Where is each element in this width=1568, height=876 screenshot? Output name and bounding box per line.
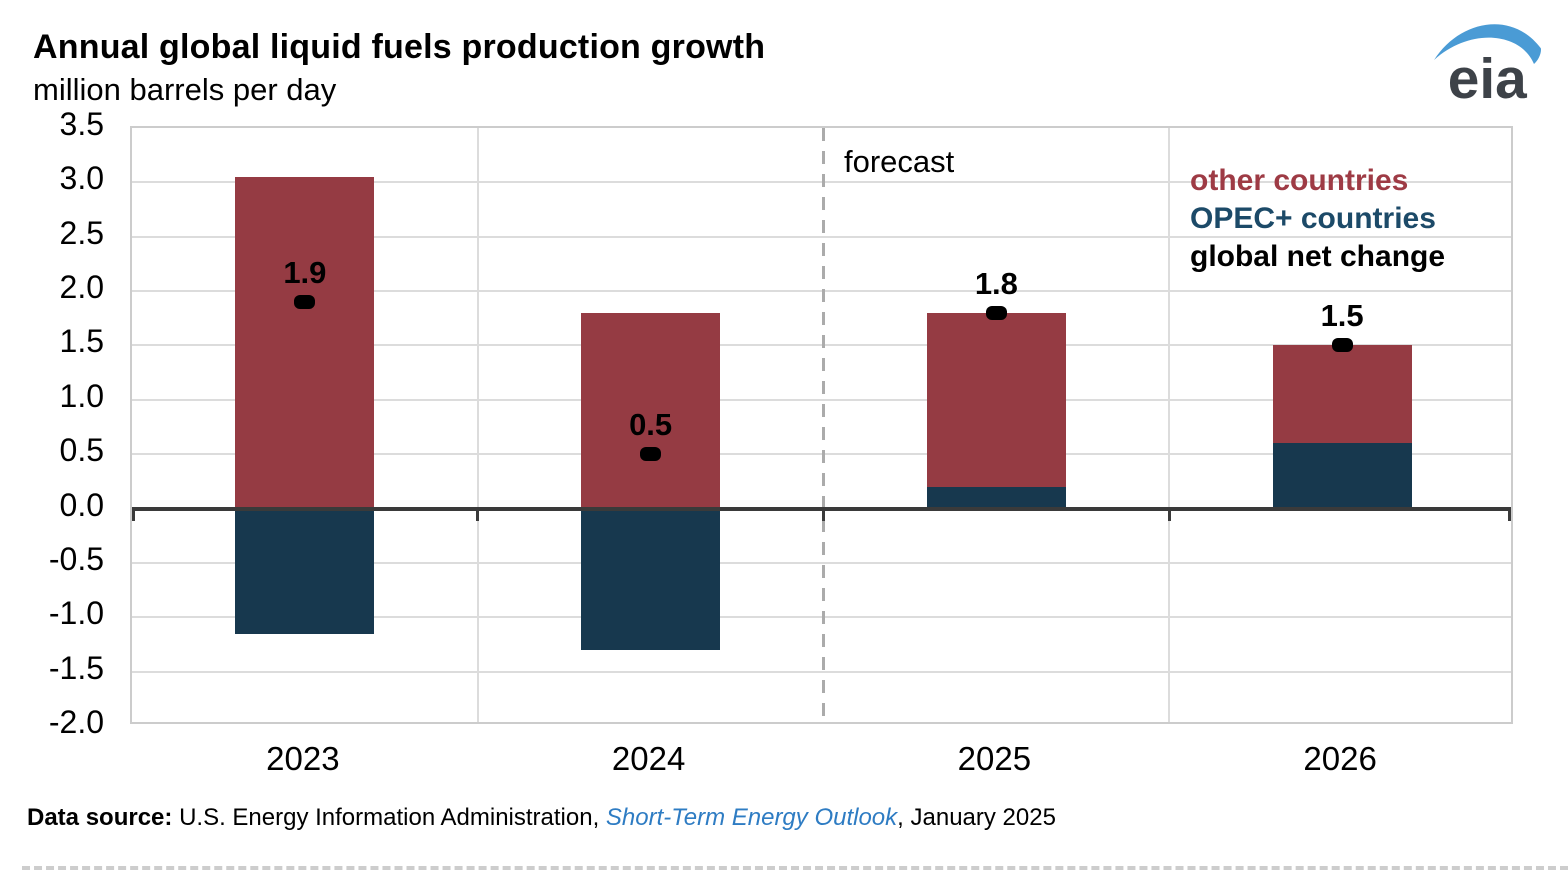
y-tick-label: 3.0 <box>59 160 104 197</box>
forecast-divider-line <box>822 128 825 722</box>
data-source-body: U.S. Energy Information Administration, <box>179 804 606 831</box>
y-tick-label: 2.5 <box>59 214 104 251</box>
forecast-annotation: forecast <box>844 144 955 179</box>
bar-2024-opec+-countries <box>581 508 721 650</box>
data-source-suffix: , January 2025 <box>897 804 1056 831</box>
x-tick-label-2023: 2023 <box>266 740 340 777</box>
data-source-link[interactable]: Short-Term Energy Outlook <box>605 804 898 831</box>
gridline-h <box>132 616 1511 619</box>
chart-units-subtitle: million barrels per day <box>33 72 337 107</box>
x-axis-tick <box>1167 510 1171 521</box>
net-change-label-2025: 1.8 <box>974 265 1018 301</box>
data-source-line: Data source: U.S. Energy Information Adm… <box>27 804 1056 832</box>
gridline-h <box>132 235 1511 238</box>
net-change-marker-2026 <box>1331 338 1353 353</box>
gridline-h <box>132 561 1511 564</box>
bar-2025-opec+-countries <box>926 486 1066 509</box>
y-tick-label: 0.5 <box>59 432 104 469</box>
y-tick-label: 0.0 <box>59 486 104 523</box>
net-change-label-2023: 1.9 <box>283 254 327 290</box>
eia-logo-text: eia <box>1448 48 1527 110</box>
gridline-h <box>132 181 1511 184</box>
y-tick-label: -2.0 <box>48 704 104 740</box>
y-tick-label: -0.5 <box>48 540 104 577</box>
y-tick-label: 1.5 <box>59 323 104 360</box>
net-change-marker-2024 <box>640 447 662 462</box>
net-change-marker-2025 <box>985 305 1007 320</box>
eia-logo-swoosh <box>1434 24 1541 64</box>
legend-item-2: global net change <box>1190 240 1446 273</box>
y-tick-label: 1.0 <box>59 377 104 414</box>
net-change-label-2024: 0.5 <box>629 407 673 443</box>
gridline-h <box>132 398 1511 401</box>
bar-2025-other-countries <box>926 312 1066 487</box>
x-axis-tick <box>1508 510 1511 521</box>
x-axis-tick <box>132 510 135 521</box>
x-tick-label-2025: 2025 <box>957 740 1032 777</box>
x-axis-tick <box>476 510 480 521</box>
net-change-marker-2023 <box>294 294 316 309</box>
gridline-h <box>132 344 1511 347</box>
legend-item-1: OPEC+ countries <box>1190 202 1436 235</box>
y-tick-label: 2.0 <box>59 269 104 306</box>
gridline-v <box>476 128 479 722</box>
net-change-label-2026: 1.5 <box>1320 298 1364 334</box>
gridline-h <box>132 453 1511 456</box>
gridline-v <box>1168 128 1171 722</box>
x-tick-label-2024: 2024 <box>611 740 686 777</box>
bar-2026-other-countries <box>1272 345 1412 444</box>
x-axis-tick <box>822 510 825 521</box>
bottom-separator <box>22 866 1568 870</box>
y-tick-label: -1.5 <box>48 649 104 686</box>
gridline-h <box>132 290 1511 293</box>
bar-2024-other-countries <box>581 312 721 509</box>
y-tick-label: 3.5 <box>59 106 104 142</box>
y-tick-label: -1.0 <box>48 595 104 632</box>
plot-area: forecast other countries OPEC+ countries g… <box>130 126 1513 724</box>
chart-title: Annual global liquid fuels production gr… <box>33 28 766 66</box>
legend-item-0: other countries <box>1190 164 1409 197</box>
data-source-label: Data source: <box>27 804 180 831</box>
bar-2023-other-countries <box>235 176 375 509</box>
eia-logo: eia <box>1434 24 1541 110</box>
gridline-h <box>132 670 1511 673</box>
chart-legend: other countries OPEC+ countries global net… <box>1190 162 1445 276</box>
bar-2026-opec+-countries <box>1272 443 1412 509</box>
bar-2023-opec+-countries <box>235 508 375 634</box>
x-tick-label-2026: 2026 <box>1303 740 1377 777</box>
x-axis-zero-line <box>132 506 1511 511</box>
